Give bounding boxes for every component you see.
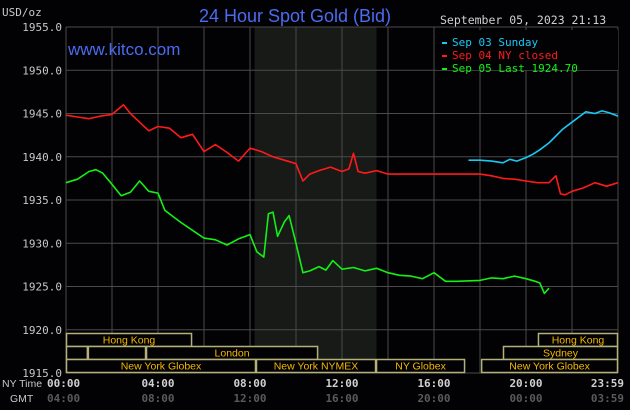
y-tick-label: 1925.0: [22, 281, 62, 294]
series-line-2: [65, 168, 550, 295]
x-tick-label-ny: 04:00: [141, 377, 174, 390]
session-bar: [65, 345, 89, 361]
session-bar: [65, 358, 257, 374]
y-tick-labels: 1955.0 1950.0 1945.0 1940.0 1935.0 1930.0 1925…: [22, 21, 62, 380]
y-tick-label: 1940.0: [22, 151, 62, 164]
y-tick-label: 1915.0: [22, 367, 62, 380]
gmt-label: GMT: [10, 393, 34, 405]
session-label: NY Globex: [395, 361, 446, 373]
x-tick-label-gmt: 08:00: [141, 392, 174, 405]
x-tick-label-gmt: 20:00: [417, 392, 450, 405]
x-tick-label-ny: 23:59: [591, 377, 624, 390]
legend-box: [436, 30, 618, 70]
x-tick-label-ny: 08:00: [233, 377, 266, 390]
session-label: Sydney: [543, 348, 579, 360]
y-tick-label: 1930.0: [22, 237, 62, 250]
series-lines: [65, 104, 619, 295]
x-tick-label-ny: 00:00: [47, 377, 80, 390]
session-bar: [255, 358, 377, 374]
y-tick-label: 1945.0: [22, 108, 62, 121]
y-axis-label: USD/oz: [2, 6, 42, 19]
chart-title: 24 Hour Spot Gold (Bid): [199, 6, 391, 26]
x-tick-labels: 00:00 04:00 04:00 08:00 08:00 12:00 12:00 16:00…: [47, 377, 624, 405]
session-label: Hong Kong: [552, 335, 605, 347]
y-tick-label: 1920.0: [22, 324, 62, 337]
legend-swatch: [442, 55, 447, 57]
x-tick-label-ny: 16:00: [417, 377, 450, 390]
session-label: New York Globex: [121, 361, 202, 373]
x-tick-label-gmt: 12:00: [233, 392, 266, 405]
ny-time-label: NY Time: [2, 378, 42, 390]
session-label: New York Globex: [509, 361, 590, 373]
session-bar: [375, 358, 466, 374]
legend-swatch: [442, 68, 447, 70]
x-tick-label-gmt: 00:00: [509, 392, 542, 405]
legend-entry: Sep 04 NY closed: [452, 49, 558, 62]
x-tick-label-gmt: 04:00: [47, 392, 80, 405]
session-label: Hong Kong: [103, 335, 156, 347]
x-tick-label-gmt: 03:59: [591, 392, 624, 405]
legend-entry: Sep 05 Last 1924.70: [452, 62, 578, 75]
x-tick-label-ny: 20:00: [509, 377, 542, 390]
x-tick-label-gmt: 16:00: [325, 392, 358, 405]
y-tick-label: 1955.0: [22, 21, 62, 34]
legend-entry: Sep 03 Sunday: [452, 36, 538, 49]
timestamp: September 05, 2023 21:13: [440, 13, 606, 27]
x-tick-label-ny: 12:00: [325, 377, 358, 390]
session-label: London: [215, 348, 250, 360]
session-bar: [480, 358, 619, 374]
series-line-0: [468, 110, 619, 164]
session-bar: [87, 345, 147, 361]
series-line-1: [65, 104, 619, 196]
session-label: New York NYMEX: [274, 361, 359, 373]
y-tick-label: 1950.0: [22, 64, 62, 77]
legend-swatch: [442, 42, 447, 44]
watermark-url[interactable]: www.kitco.com: [67, 40, 180, 59]
y-tick-label: 1935.0: [22, 194, 62, 207]
